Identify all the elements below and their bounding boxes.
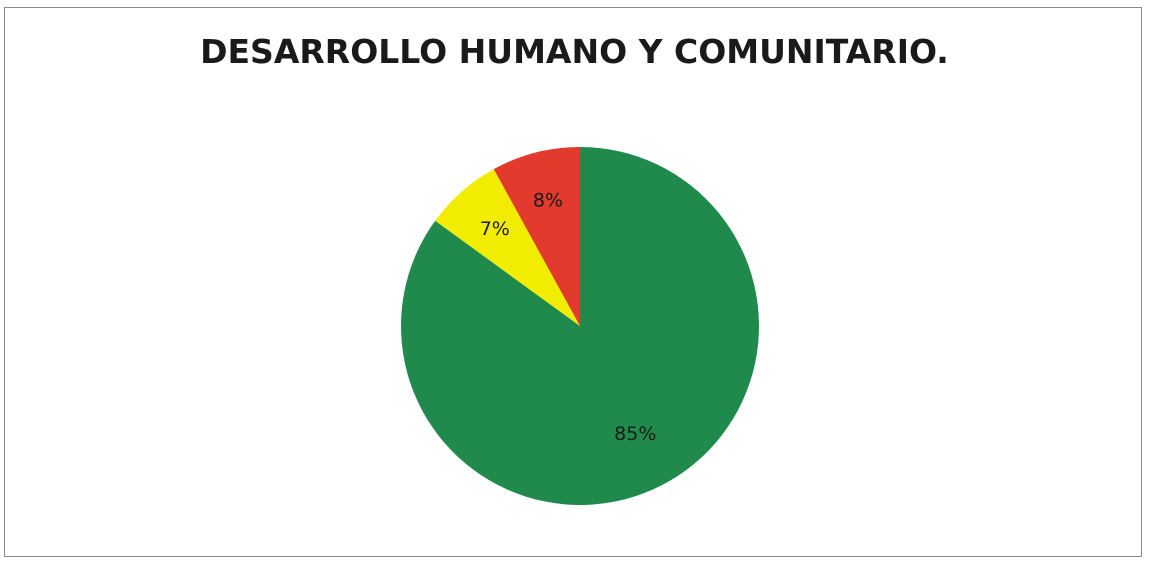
slice-red (493, 147, 580, 326)
slice-red-label: 8% (533, 190, 563, 212)
chart-title: DESARROLLO HUMANO Y COMUNITARIO. (200, 32, 949, 71)
slice-green-label: 85% (614, 423, 656, 445)
slice-yellow (435, 169, 580, 326)
slice-yellow-label: 7% (480, 218, 510, 240)
slice-green (400, 147, 759, 505)
